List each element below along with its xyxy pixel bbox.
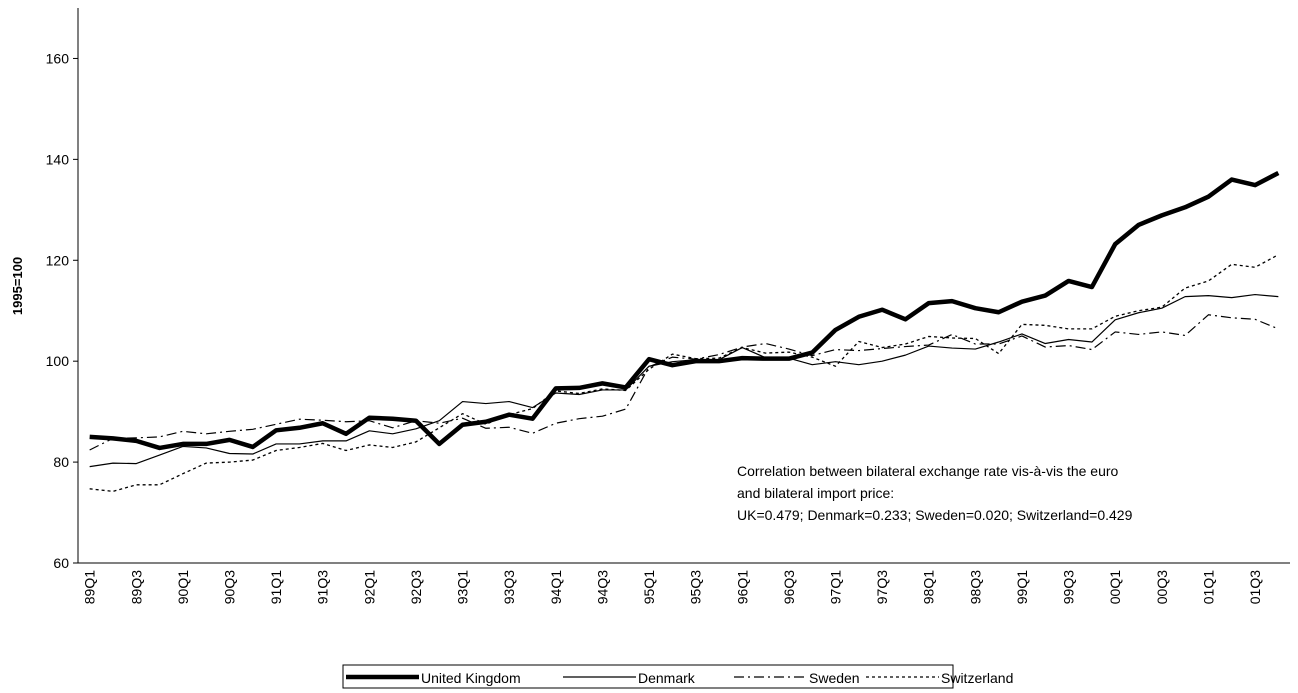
- series-line: [89, 293, 1279, 468]
- x-tick-label: 91Q1: [268, 570, 284, 604]
- y-tick-label: 100: [46, 353, 70, 369]
- x-tick-label: 95Q3: [688, 570, 704, 604]
- legend-label: Switzerland: [941, 670, 1013, 686]
- series-line: [89, 170, 1280, 451]
- x-tick-label: 92Q1: [361, 570, 377, 604]
- x-tick-label: 90Q1: [175, 570, 191, 604]
- y-tick-label: 60: [53, 555, 69, 571]
- x-tick-label: 96Q1: [734, 570, 750, 604]
- x-tick-label: 96Q3: [781, 570, 797, 604]
- x-tick-label: 89Q1: [82, 570, 98, 604]
- x-tick-label: 93Q1: [455, 570, 471, 604]
- x-tick-label: 94Q1: [548, 570, 564, 604]
- x-tick-label: 99Q3: [1061, 570, 1077, 604]
- x-tick-label: 93Q3: [501, 570, 517, 604]
- legend-label: United Kingdom: [421, 670, 521, 686]
- x-tick-label: 95Q1: [641, 570, 657, 604]
- annotation: Correlation between bilateral exchange r…: [737, 463, 1119, 479]
- x-tick-label: 97Q1: [828, 570, 844, 604]
- annotation: UK=0.479; Denmark=0.233; Sweden=0.020; S…: [737, 507, 1133, 523]
- x-tick-label: 97Q3: [874, 570, 890, 604]
- x-tick-label: 01Q3: [1247, 570, 1263, 604]
- y-tick-label: 80: [53, 454, 69, 470]
- y-tick-label: 160: [46, 50, 70, 66]
- y-axis-label: 1995=100: [10, 257, 25, 315]
- x-tick-label: 98Q1: [921, 570, 937, 604]
- legend-box: [342, 664, 954, 689]
- x-tick-label: 90Q3: [222, 570, 238, 604]
- x-tick-label: 98Q3: [967, 570, 983, 604]
- y-tick-label: 120: [46, 252, 70, 268]
- x-tick-label: 89Q3: [128, 570, 144, 604]
- x-tick-label: 94Q3: [594, 570, 610, 604]
- legend-label: Sweden: [809, 670, 860, 686]
- y-tick-label: 140: [46, 151, 70, 167]
- x-tick-label: 00Q3: [1154, 570, 1170, 604]
- legend-label: Denmark: [638, 670, 696, 686]
- x-tick-label: 00Q1: [1107, 570, 1123, 604]
- x-tick-label: 99Q1: [1014, 570, 1030, 604]
- annotation: and bilateral import price:: [737, 485, 894, 501]
- x-tick-label: 92Q3: [408, 570, 424, 604]
- series-line: [89, 314, 1279, 451]
- x-tick-label: 01Q1: [1200, 570, 1216, 604]
- x-tick-label: 91Q3: [315, 570, 331, 604]
- series-line: [89, 254, 1279, 493]
